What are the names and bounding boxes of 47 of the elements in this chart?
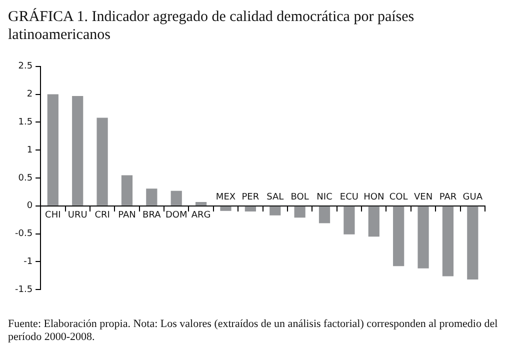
y-tick-label: 1.5 (18, 118, 33, 128)
x-tick-label: COL (389, 192, 408, 203)
bar (244, 206, 256, 212)
x-tick-label: URU (68, 210, 88, 221)
bar (344, 206, 355, 234)
bar (294, 206, 306, 218)
chart-title: GRÁFICA 1. Indicador agregado de calidad democrática por países latinoamericanos (8, 8, 416, 44)
y-tick-label: 2 (26, 90, 33, 100)
bar (270, 206, 281, 216)
y-tick-label: -1.5 (15, 284, 33, 295)
y-tick-label: -1 (24, 257, 33, 268)
x-tick-label: BOL (290, 192, 309, 203)
bar (418, 206, 429, 268)
x-tick-label: BRA (142, 210, 162, 221)
source-note: Fuente: Elaboración propia. Nota: Los valores (extraídos de un análisis factorial) corresponden al promedio del período 2000-2008. (8, 318, 499, 344)
bar (220, 206, 232, 211)
y-tick-label: -0.5 (15, 229, 33, 240)
y-tick-label: 0.5 (18, 173, 33, 184)
bar (170, 190, 182, 206)
y-tick-label: 2.5 (18, 62, 33, 72)
x-tick-label: MEX (216, 192, 236, 203)
bar (146, 188, 158, 206)
x-tick-label: HON (364, 192, 384, 203)
y-tick-label: 0 (26, 201, 33, 212)
bar (393, 206, 404, 266)
bar (368, 206, 380, 237)
x-tick-label: CHI (45, 210, 61, 221)
x-tick-label: CRI (94, 210, 110, 221)
x-tick-label: PER (242, 192, 260, 203)
bar (121, 175, 133, 206)
bar (195, 202, 207, 206)
bar (442, 206, 454, 276)
bar (96, 118, 108, 206)
x-tick-label: SAL (266, 192, 284, 203)
x-tick-label: VEN (414, 192, 433, 203)
x-tick-label: PAR (439, 192, 457, 203)
x-tick-label: GUA (462, 192, 484, 203)
x-tick-label: DOM (165, 210, 188, 221)
x-tick-label: ECU (340, 192, 358, 203)
bar (47, 94, 58, 206)
bar (467, 206, 478, 280)
x-tick-label: PAN (118, 210, 136, 221)
x-tick-label: ARG (191, 210, 211, 221)
bar (318, 206, 330, 224)
x-tick-label: NIC (316, 192, 332, 203)
bar (72, 96, 84, 206)
y-tick-label: 1 (26, 145, 33, 156)
